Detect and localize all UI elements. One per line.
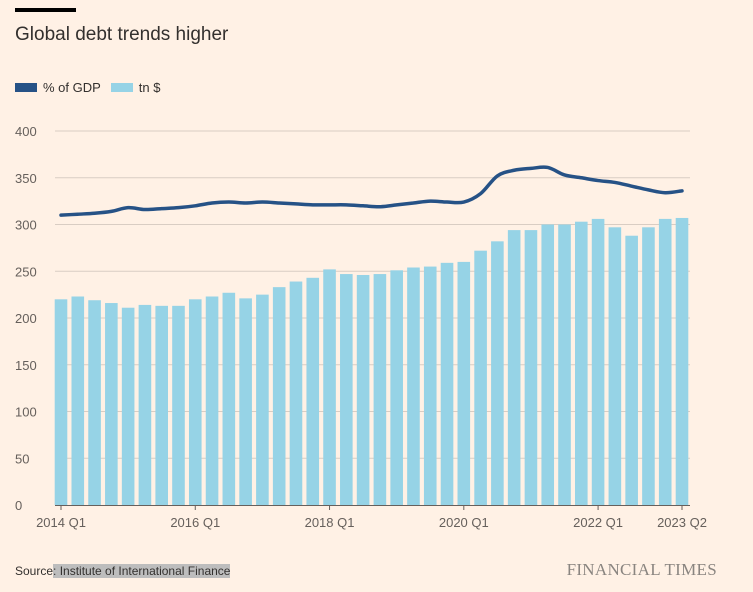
bar xyxy=(356,274,370,505)
y-tick-label: 400 xyxy=(15,124,37,139)
y-tick-label: 150 xyxy=(15,358,37,373)
x-tick-label: 2023 Q2 xyxy=(657,515,707,530)
y-tick-label: 0 xyxy=(15,498,22,513)
bar xyxy=(507,230,521,506)
bar xyxy=(323,269,336,505)
bar xyxy=(138,304,152,505)
legend: % of GDP tn $ xyxy=(15,80,160,95)
ft-logo: FINANCIAL TIMES xyxy=(566,560,717,579)
y-tick-label: 100 xyxy=(15,405,37,420)
bar xyxy=(256,294,269,505)
bar xyxy=(105,303,118,505)
chart-title: Global debt trends higher xyxy=(15,24,229,45)
x-tick-label: 2020 Q1 xyxy=(439,515,489,530)
bar xyxy=(88,300,101,505)
bar xyxy=(188,299,202,505)
bar xyxy=(121,307,135,505)
x-tick-label: 2018 Q1 xyxy=(305,515,355,530)
bar xyxy=(491,241,504,505)
bar xyxy=(440,262,454,505)
header-rule xyxy=(15,8,76,12)
bar xyxy=(541,224,555,505)
bar xyxy=(658,218,672,505)
bar xyxy=(457,261,471,505)
bar xyxy=(574,221,588,505)
legend-swatch-tn xyxy=(110,83,133,92)
source-name: : Institute of International Finance xyxy=(53,564,231,578)
bar xyxy=(272,287,286,505)
bar xyxy=(239,298,252,505)
source-note: Source: Institute of International Finan… xyxy=(15,564,231,578)
bar xyxy=(373,274,387,505)
x-tick-label: 2014 Q1 xyxy=(36,515,86,530)
bar xyxy=(390,270,403,505)
source-prefix: Source xyxy=(15,564,54,578)
gdp-line xyxy=(59,165,684,217)
legend-swatch-gdp xyxy=(15,83,37,92)
legend-label-gdp: % of GDP xyxy=(43,80,101,95)
bar xyxy=(675,217,689,505)
bar xyxy=(558,224,571,505)
bar xyxy=(608,227,622,505)
bar xyxy=(407,267,420,505)
legend-label-tn: tn $ xyxy=(138,80,161,95)
bar xyxy=(524,230,538,506)
y-tick-label: 200 xyxy=(15,311,37,326)
bar xyxy=(172,305,185,505)
bar xyxy=(591,218,605,505)
y-tick-label: 250 xyxy=(15,264,37,279)
bar xyxy=(625,235,638,505)
bar xyxy=(205,296,219,505)
x-tick-label: 2016 Q1 xyxy=(170,515,220,530)
bar xyxy=(423,266,437,505)
bar xyxy=(54,299,68,505)
y-tick-label: 50 xyxy=(15,451,29,466)
x-tick-label: 2022 Q1 xyxy=(573,515,623,530)
bar xyxy=(71,296,85,505)
bar xyxy=(340,274,353,505)
y-tick-label: 350 xyxy=(15,171,37,186)
bar xyxy=(474,250,487,505)
bar xyxy=(306,277,320,505)
bar xyxy=(222,292,236,505)
bar xyxy=(642,227,655,505)
bar xyxy=(289,281,303,505)
y-tick-label: 300 xyxy=(15,218,37,233)
bar xyxy=(155,305,169,505)
